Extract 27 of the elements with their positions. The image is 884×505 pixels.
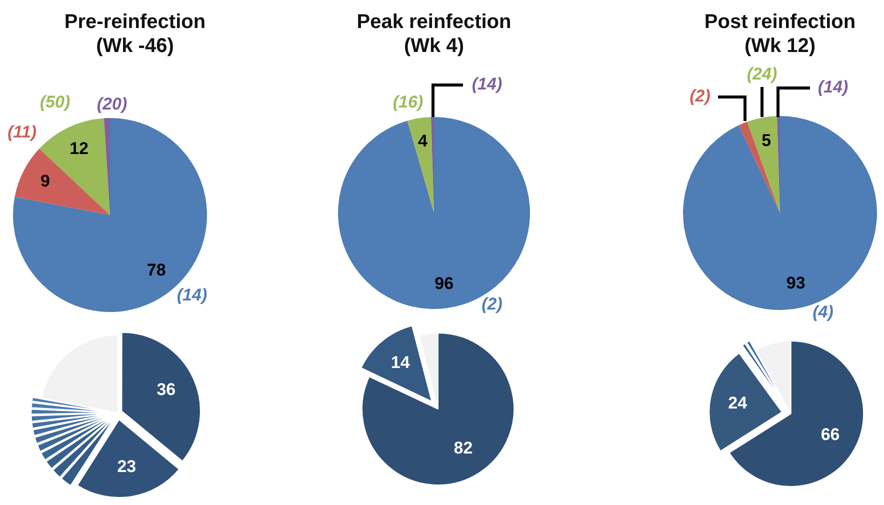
data-label: 9 xyxy=(40,172,50,191)
data-label: 5 xyxy=(762,131,772,150)
data-label: 66 xyxy=(820,425,840,444)
text: (16) xyxy=(392,92,424,112)
data-label: 12 xyxy=(70,138,88,158)
text: (14) xyxy=(472,74,502,94)
chart-title: Pre-reinfection (Wk -46) xyxy=(63,10,207,58)
text: (24) xyxy=(746,64,778,84)
data-label: 23 xyxy=(117,457,136,476)
data-label: 14 xyxy=(390,353,410,372)
text: (2) xyxy=(482,294,503,314)
data-label: 93 xyxy=(786,274,806,293)
data-label: 4 xyxy=(418,132,428,151)
data-label: 78 xyxy=(146,260,166,280)
text: (50) xyxy=(40,92,70,112)
data-label: 24 xyxy=(728,393,748,412)
text: (4) xyxy=(812,302,834,322)
text: (11) xyxy=(8,122,37,142)
chart-title: Post reinfection (Wk 12) xyxy=(703,10,857,58)
text: (20) xyxy=(96,94,128,114)
data-label: 82 xyxy=(454,438,473,458)
chart-title: Peak reinfection (Wk 4) xyxy=(356,10,512,58)
text: (2) xyxy=(690,86,711,106)
data-label: 96 xyxy=(434,274,454,293)
text: (14) xyxy=(176,286,208,305)
data-label: 36 xyxy=(156,380,176,399)
text: (14) xyxy=(818,78,848,97)
